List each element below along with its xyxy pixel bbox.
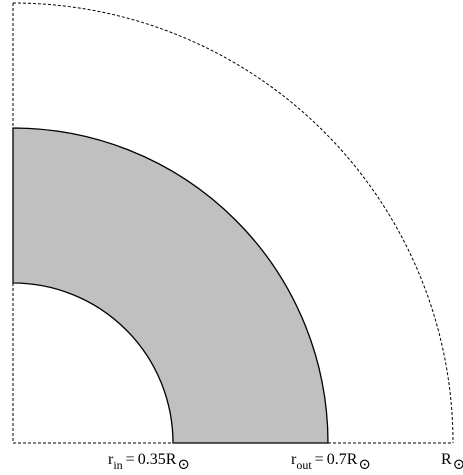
- r-in-equals: =: [125, 451, 135, 468]
- r-out-label: rout = 0.7R⊙: [291, 451, 371, 473]
- convection-shell-region: [12, 127, 329, 444]
- sun-symbol-icon: ⊙: [452, 457, 463, 473]
- r-in-value: 0.35R: [137, 451, 177, 468]
- r-in-symbol: r: [108, 451, 114, 468]
- r-out-value: 0.7R: [326, 451, 358, 468]
- r-in-label: rin = 0.35R⊙: [108, 451, 190, 473]
- r-out-subscript: out: [296, 458, 312, 472]
- sun-symbol-icon: ⊙: [358, 457, 371, 473]
- solar-surface-arc: [12, 2, 454, 444]
- r-sun-label: R⊙: [441, 451, 463, 473]
- r-out-symbol: r: [291, 451, 297, 468]
- r-sun-symbol: R: [441, 451, 452, 468]
- sun-symbol-icon: ⊙: [177, 457, 190, 473]
- r-in-subscript: in: [113, 458, 123, 472]
- r-out-equals: =: [314, 451, 324, 468]
